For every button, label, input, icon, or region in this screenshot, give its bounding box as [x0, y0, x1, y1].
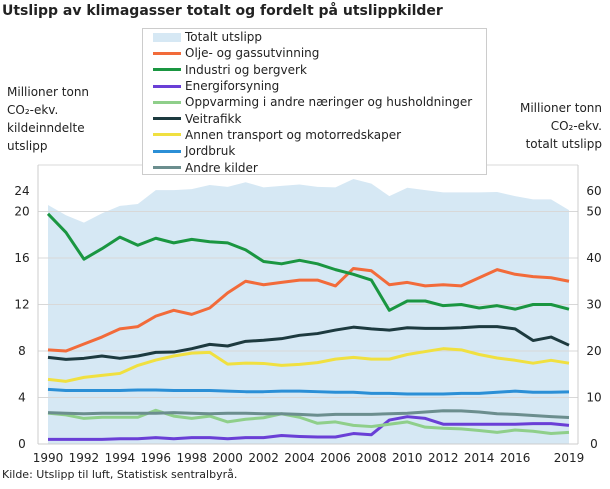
legend-item: Energiforsyning: [143, 78, 486, 94]
legend: Totalt utslipp Olje- og gassutvinning Indu…: [142, 28, 487, 175]
legend-item: Annen transport og motorredskaper: [143, 127, 486, 143]
x-tick-label: 1994: [105, 451, 136, 465]
y-right-label-line: CO₂-ekv.: [550, 119, 602, 133]
legend-item: Olje- og gassutvinning: [143, 45, 486, 61]
y-left-tick-label: 24: [14, 184, 29, 198]
y-left-tick-label: 8: [18, 344, 26, 358]
x-tick-label: 2014: [464, 451, 495, 465]
y-left-label-line: utslipp: [7, 139, 48, 153]
series-line-veitrafikk: [47, 325, 570, 361]
legend-swatch: [153, 133, 181, 137]
legend-item: Totalt utslipp: [143, 29, 486, 45]
legend-swatch: [153, 166, 181, 170]
series-line-annen-transport-og-motorredskaper: [47, 347, 570, 383]
y-left-tick-label: 16: [14, 251, 29, 265]
y-left-label-line: kildeinndelte: [7, 121, 85, 135]
y-right-tick-label: 0: [590, 437, 598, 451]
legend-item: Jordbruk: [143, 143, 486, 159]
legend-label: Industri og bergverk: [185, 62, 307, 77]
y-right-tick-label: 30: [586, 298, 601, 312]
legend-swatch: [153, 32, 181, 42]
x-tick-label: 2010: [392, 451, 423, 465]
y-right-tick-label: 40: [586, 251, 601, 265]
legend-label: Veitrafikk: [185, 111, 242, 126]
series-line-olje-og-gassutvinning: [47, 266, 570, 353]
legend-swatch: [153, 84, 181, 88]
y-left-tick-label: 0: [18, 437, 26, 451]
series-line-industri-og-bergverk: [46, 212, 570, 312]
chart-title: Utslipp av klimagasser totalt og fordelt…: [2, 3, 443, 19]
x-tick-label: 1998: [176, 451, 207, 465]
source-note: Kilde: Utslipp til luft, Statistisk sent…: [2, 468, 238, 481]
x-tick-label: 2000: [212, 451, 243, 465]
x-tick-label: 1996: [141, 451, 172, 465]
x-tick-label: 2016: [500, 451, 531, 465]
y-left-tick-label: 12: [14, 298, 29, 312]
x-tick-label: 1990: [33, 451, 64, 465]
series-line-energiforsyning: [48, 415, 570, 441]
x-tick-label: 2002: [248, 451, 279, 465]
series-line-jordbruk: [47, 387, 570, 396]
x-tick-label: 2012: [428, 451, 459, 465]
legend-label: Annen transport og motorredskaper: [185, 127, 402, 142]
legend-swatch: [153, 100, 181, 104]
y-left-tick-label: 4: [18, 391, 26, 405]
y-left-tick-label: 20: [14, 205, 29, 219]
y-right-label-line: totalt utslipp: [525, 137, 602, 151]
y-right-tick-label: 10: [586, 391, 601, 405]
x-tick-label: 1992: [69, 451, 100, 465]
legend-label: Oppvarming i andre næringer og husholdni…: [185, 95, 473, 110]
legend-label: Totalt utslipp: [185, 30, 263, 45]
y-axis-left-label: Millioner tonn CO₂-ekv. kildeinndelte ut…: [7, 83, 117, 155]
legend-swatch: [153, 51, 181, 55]
series-line-andre-kilder: [47, 409, 570, 419]
x-tick-label: 2004: [284, 451, 315, 465]
series-line-oppvarming-i-andre-næringer-og-husholdninger: [47, 408, 570, 436]
legend-item: Oppvarming i andre næringer og husholdni…: [143, 94, 486, 110]
legend-item: Andre kilder: [143, 159, 486, 175]
y-left-label-line: Millioner tonn: [7, 85, 90, 99]
x-tick-label: 2008: [356, 451, 387, 465]
legend-label: Energiforsyning: [185, 79, 280, 94]
y-right-tick-label: 50: [586, 205, 601, 219]
legend-swatch: [153, 117, 181, 121]
x-tick-label: 2006: [320, 451, 351, 465]
legend-swatch: [153, 149, 181, 153]
x-tick-label: 2019: [554, 451, 585, 465]
legend-item: Industri og bergverk: [143, 62, 486, 78]
total-emissions-area: [48, 178, 569, 444]
legend-label: Andre kilder: [185, 160, 258, 175]
y-right-label-line: Millioner tonn: [519, 101, 602, 115]
y-right-tick-label: 20: [586, 344, 601, 358]
legend-label: Olje- og gassutvinning: [185, 46, 320, 61]
legend-swatch: [153, 68, 181, 72]
legend-item: Veitrafikk: [143, 110, 486, 126]
legend-label: Jordbruk: [185, 144, 236, 159]
y-right-tick-label: 60: [586, 184, 601, 198]
y-axis-right-label: Millioner tonn CO₂-ekv. totalt utslipp: [482, 99, 602, 153]
y-left-label-line: CO₂-ekv.: [7, 103, 59, 117]
